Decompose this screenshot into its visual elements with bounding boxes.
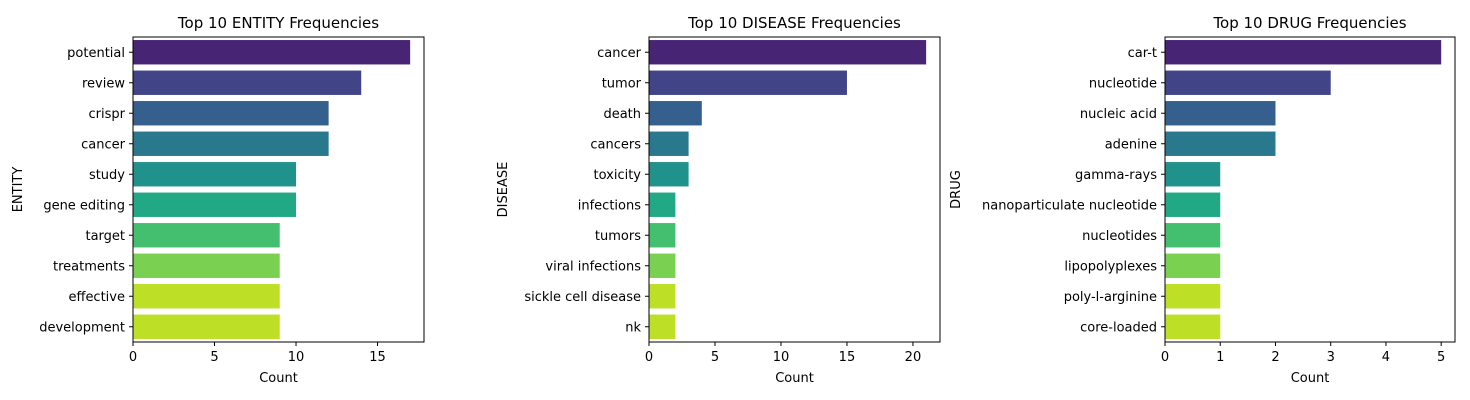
- y-tick-label: nucleotide: [1089, 76, 1157, 91]
- x-tick-label: 0: [129, 350, 137, 365]
- bar: [649, 253, 676, 278]
- bar: [133, 284, 280, 309]
- chart-panel-3: Top 10 DRUG Frequencies car-t nucleotide nu…: [949, 14, 1456, 386]
- bar: [133, 101, 329, 126]
- y-tick-label: nucleotides: [1082, 229, 1157, 244]
- y-tick-label: cancer: [597, 46, 641, 61]
- y-tick-label: lipopolyplexes: [1064, 259, 1157, 274]
- y-tick-label: target: [85, 229, 125, 244]
- y-tick-label: review: [82, 76, 125, 91]
- x-tick-label: 20: [905, 350, 922, 365]
- x-tick-label: 15: [369, 350, 386, 365]
- bar: [1165, 223, 1221, 248]
- y-tick-label: nucleic acid: [1080, 107, 1157, 122]
- x-tick-label: 0: [1161, 350, 1169, 365]
- bar: [1165, 284, 1221, 309]
- bar: [649, 223, 676, 248]
- y-tick-label: potential: [67, 46, 125, 61]
- bar: [1165, 314, 1221, 339]
- y-tick-label: tumor: [602, 76, 642, 91]
- y-tick-label: cancer: [81, 137, 125, 152]
- x-tick-label: 3: [1327, 350, 1335, 365]
- bar: [649, 70, 847, 95]
- y-tick-label: nanoparticulate nucleotide: [982, 198, 1157, 213]
- y-tick-label: treatments: [53, 259, 125, 274]
- axes-frame: [648, 36, 941, 343]
- x-tick-label: 1: [1216, 350, 1224, 365]
- y-tick-label: development: [39, 320, 125, 335]
- bar: [649, 162, 689, 187]
- axes-frame: [132, 36, 425, 343]
- y-tick-label: gene editing: [43, 198, 125, 213]
- y-tick-label: gamma-rays: [1075, 168, 1157, 183]
- y-tick-label: effective: [68, 290, 125, 305]
- x-tick-label: 5: [210, 350, 218, 365]
- bar: [1165, 253, 1221, 278]
- x-axis-label: Count: [1291, 371, 1330, 386]
- y-tick-label: core-loaded: [1080, 320, 1157, 335]
- y-tick-label: crispr: [89, 107, 126, 122]
- y-tick-label: car-t: [1128, 46, 1157, 61]
- y-axis-label: DISEASE: [496, 162, 511, 218]
- chart-title: Top 10 ENTITY Frequencies: [177, 14, 379, 32]
- x-axis-label: Count: [259, 371, 298, 386]
- y-tick-label: infections: [578, 198, 641, 213]
- x-tick-label: 5: [711, 350, 719, 365]
- y-tick-label: viral infections: [545, 259, 641, 274]
- bar: [1165, 40, 1442, 65]
- bar: [649, 101, 702, 126]
- bar: [649, 284, 676, 309]
- bar: [1165, 70, 1331, 95]
- bar: [649, 192, 676, 217]
- bar: [133, 192, 297, 217]
- bar: [649, 314, 676, 339]
- x-tick-label: 2: [1271, 350, 1279, 365]
- y-tick-label: sickle cell disease: [524, 290, 641, 305]
- axes-frame: [1164, 36, 1456, 343]
- chart-panel-1: Top 10 ENTITY Frequencies potential review…: [11, 14, 425, 386]
- x-tick-label: 15: [839, 350, 856, 365]
- bar: [133, 223, 280, 248]
- y-tick-label: adenine: [1105, 137, 1157, 152]
- bar: [1165, 131, 1276, 156]
- bar: [133, 131, 329, 156]
- bar: [1165, 162, 1221, 187]
- bar: [133, 253, 280, 278]
- bar: [133, 314, 280, 339]
- y-tick-label: nk: [625, 320, 641, 335]
- y-tick-label: toxicity: [593, 168, 641, 183]
- x-tick-label: 5: [1437, 350, 1445, 365]
- x-tick-label: 10: [773, 350, 790, 365]
- bar: [1165, 101, 1276, 126]
- bar: [133, 70, 362, 95]
- x-tick-label: 0: [645, 350, 653, 365]
- bar: [1165, 192, 1221, 217]
- bar: [133, 40, 411, 65]
- chart-title: Top 10 DISEASE Frequencies: [687, 14, 901, 32]
- y-tick-label: death: [603, 107, 641, 122]
- y-tick-label: study: [89, 168, 125, 183]
- x-tick-label: 4: [1382, 350, 1390, 365]
- y-axis-label: ENTITY: [11, 167, 26, 213]
- y-tick-label: cancers: [590, 137, 641, 152]
- bar: [649, 131, 689, 156]
- y-tick-label: tumors: [595, 229, 641, 244]
- x-axis-label: Count: [775, 371, 814, 386]
- y-axis-label: DRUG: [949, 170, 964, 209]
- chart-title: Top 10 DRUG Frequencies: [1212, 14, 1406, 32]
- y-tick-label: poly-l-arginine: [1064, 290, 1157, 305]
- bar: [649, 40, 927, 65]
- x-tick-label: 10: [288, 350, 305, 365]
- bar: [133, 162, 297, 187]
- chart-panel-2: Top 10 DISEASE Frequencies cancer tumor dea…: [496, 14, 941, 386]
